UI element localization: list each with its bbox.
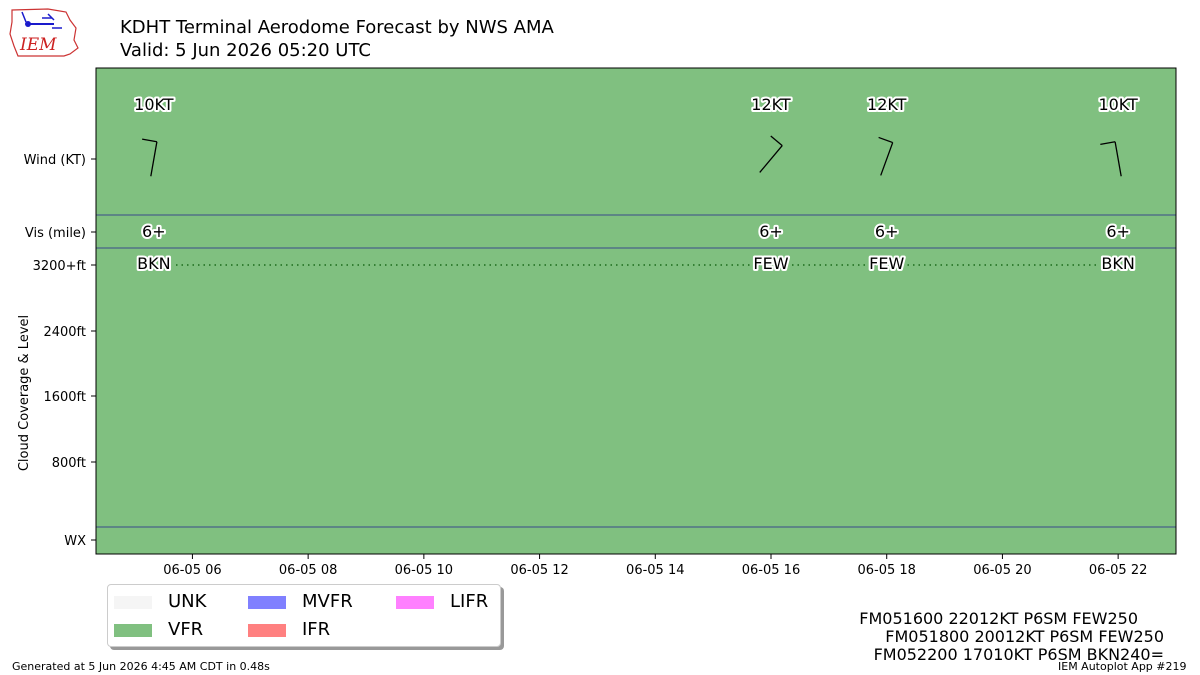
legend-swatch: [248, 595, 286, 609]
visibility-label: 6+: [1106, 222, 1130, 241]
x-tick-label: 06-05 14: [626, 563, 684, 578]
wind-barb-flag: [142, 138, 158, 143]
taf-line: FM051600 22012KT P6SM FEW250: [859, 609, 1138, 628]
x-tick-label: 06-05 06: [163, 563, 221, 578]
wind-barb-staff: [150, 141, 158, 177]
y-axis-label: Cloud Coverage & Level: [17, 315, 32, 471]
legend-swatch: [248, 623, 286, 637]
x-tick-label: 06-05 20: [973, 563, 1031, 578]
visibility-label: 6+: [875, 222, 899, 241]
wind-barb-staff: [759, 145, 783, 173]
legend-swatch: [396, 595, 434, 609]
legend-label: MVFR: [302, 591, 353, 612]
wind-barb-flag: [770, 135, 783, 147]
plot-background: [96, 68, 1176, 554]
y-tick-label: 1600ft: [43, 390, 86, 405]
visibility-label: 6+: [759, 222, 783, 241]
cloud-coverage-label: FEW: [753, 254, 788, 273]
app-credit: IEM Autoplot App #219: [1058, 660, 1187, 673]
legend-item-vfr: VFR: [114, 619, 203, 640]
legend-swatch: [114, 623, 152, 637]
legend-item-mvfr: MVFR: [248, 591, 353, 612]
y-tick-label: Wind (KT): [24, 153, 86, 168]
generated-note: Generated at 5 Jun 2026 4:45 AM CDT in 0…: [12, 660, 270, 673]
wind-speed-label: 12KT: [751, 95, 791, 114]
taf-line: FM052200 17010KT P6SM BKN240=: [873, 645, 1164, 664]
cloud-coverage-label: BKN: [137, 254, 170, 273]
logo-text: IEM: [19, 35, 57, 55]
y-tick-label: 3200+ft: [33, 259, 86, 274]
taf-line: FM051800 20012KT P6SM FEW250: [885, 627, 1164, 646]
legend-item-ifr: IFR: [248, 619, 330, 640]
y-tick-label: WX: [64, 534, 86, 549]
x-tick-label: 06-05 08: [279, 563, 337, 578]
wind-barb-staff: [1114, 141, 1122, 177]
legend-label: LIFR: [450, 591, 489, 612]
cloud-coverage-label: BKN: [1101, 254, 1134, 273]
wind-speed-label: 10KT: [1098, 95, 1138, 114]
visibility-label: 6+: [142, 222, 166, 241]
y-tick-label: Vis (mile): [25, 226, 86, 241]
legend-label: UNK: [168, 591, 207, 612]
x-tick-label: 06-05 10: [395, 563, 453, 578]
wind-barb-staff: [880, 142, 894, 176]
plot-frame: [95, 67, 1177, 555]
legend-item-unk: UNK: [114, 591, 206, 612]
legend-swatch: [114, 595, 152, 609]
wind-speed-label: 10KT: [134, 95, 174, 114]
x-tick-label: 06-05 16: [742, 563, 800, 578]
chart-subtitle: Valid: 5 Jun 2026 05:20 UTC: [120, 40, 371, 61]
cloud-coverage-label: FEW: [869, 254, 904, 273]
wind-speed-label: 12KT: [867, 95, 907, 114]
wind-barb-flag: [1100, 141, 1116, 146]
x-tick-label: 06-05 12: [510, 563, 568, 578]
chart-title: KDHT Terminal Aerodome Forecast by NWS A…: [120, 17, 554, 38]
wind-barb-flag: [878, 136, 893, 144]
legend-item-lifr: LIFR: [396, 591, 488, 612]
iem-logo: IEM: [9, 8, 79, 57]
legend: UNK VFR MVFR IFR LIFR: [107, 584, 501, 647]
legend-label: VFR: [168, 619, 204, 640]
y-tick-label: 2400ft: [43, 325, 86, 340]
legend-label: IFR: [302, 619, 331, 640]
x-tick-label: 06-05 22: [1089, 563, 1147, 578]
y-tick-label: 800ft: [52, 456, 86, 471]
x-tick-label: 06-05 18: [857, 563, 915, 578]
